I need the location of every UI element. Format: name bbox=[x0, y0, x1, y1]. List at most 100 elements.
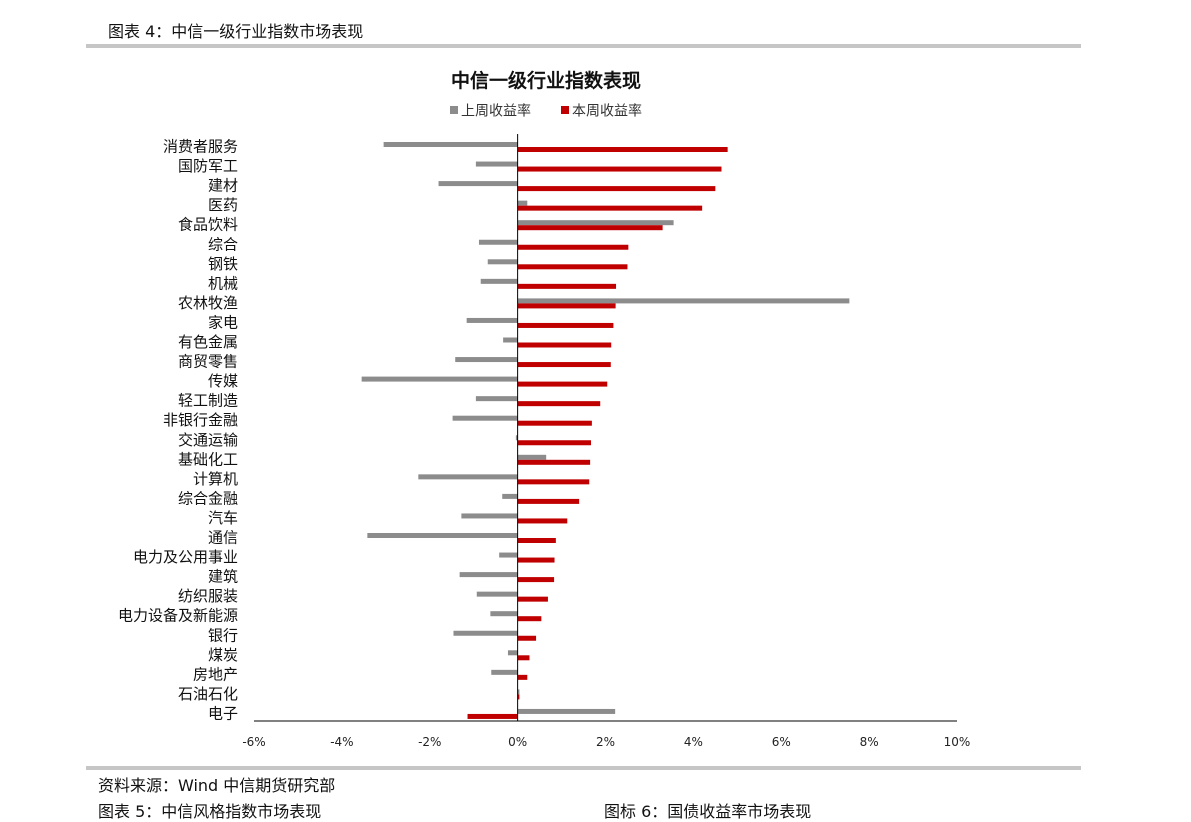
bar-this-week-23 bbox=[517, 596, 548, 602]
category-labels: 消费者服务国防军工建材医药食品饮料综合钢铁机械农林牧渔家电有色金属商贸零售传媒轻… bbox=[118, 138, 238, 723]
bar-prev-week-2 bbox=[438, 181, 518, 187]
bar-prev-week-18 bbox=[502, 493, 518, 499]
bar-prev-week-14 bbox=[452, 415, 518, 421]
category-label-9: 家电 bbox=[208, 313, 238, 331]
bar-this-week-19 bbox=[517, 518, 568, 524]
x-tick-label-8: 10% bbox=[944, 735, 971, 749]
bar-prev-week-26 bbox=[507, 650, 518, 656]
category-label-28: 石油石化 bbox=[178, 685, 238, 703]
category-label-19: 汽车 bbox=[208, 509, 238, 527]
bar-prev-week-13 bbox=[475, 396, 518, 402]
axes: -6% -4% -2% 0% 2% 4% 6% 8% 10% bbox=[242, 134, 970, 749]
bar-prev-week-20 bbox=[367, 533, 518, 538]
category-label-25: 银行 bbox=[208, 626, 238, 644]
bar-prev-week-28 bbox=[517, 689, 520, 695]
bar-this-week-15 bbox=[517, 440, 592, 446]
bar-this-week-18 bbox=[517, 498, 580, 504]
bar-this-week-9 bbox=[517, 322, 614, 328]
bar-prev-week-24 bbox=[490, 611, 518, 617]
bar-prev-week-10 bbox=[503, 337, 518, 343]
figure-caption: 图表 4：中信一级行业指数市场表现 bbox=[108, 22, 364, 41]
legend: 上周收益率 本周收益率 bbox=[450, 103, 642, 120]
bar-prev-week-23 bbox=[476, 591, 518, 597]
source-note: 资料来源：Wind 中信期货研究部 bbox=[98, 776, 336, 795]
bar-this-week-11 bbox=[517, 362, 611, 368]
category-label-23: 纺织服装 bbox=[178, 587, 238, 605]
next-figure-caption-right: 图标 6：国债收益率市场表现 bbox=[604, 802, 812, 821]
x-tick-label-0: -6% bbox=[242, 735, 265, 749]
x-tick-label-5: 4% bbox=[684, 735, 703, 749]
category-label-17: 计算机 bbox=[193, 470, 238, 488]
category-label-3: 医药 bbox=[208, 196, 238, 214]
bar-this-week-0 bbox=[517, 147, 728, 152]
bar-prev-week-11 bbox=[455, 357, 518, 363]
bar-this-week-4 bbox=[517, 225, 663, 231]
bar-prev-week-7 bbox=[480, 278, 518, 284]
bar-prev-week-6 bbox=[487, 259, 518, 265]
bar-prev-week-15 bbox=[515, 435, 518, 441]
bar-this-week-13 bbox=[517, 401, 601, 407]
x-tick-label-6: 6% bbox=[772, 735, 791, 749]
x-tick-label-3: 0% bbox=[508, 735, 527, 749]
bar-this-week-10 bbox=[517, 342, 612, 348]
bar-prev-week-5 bbox=[478, 239, 518, 245]
bar-prev-week-29 bbox=[517, 708, 616, 714]
bar-this-week-22 bbox=[517, 577, 555, 583]
bar-this-week-12 bbox=[517, 381, 608, 387]
bar-this-week-26 bbox=[517, 655, 530, 661]
x-tick-label-1: -4% bbox=[330, 735, 353, 749]
category-label-7: 机械 bbox=[208, 274, 238, 292]
bar-this-week-7 bbox=[517, 283, 617, 289]
bar-prev-week-0 bbox=[383, 142, 518, 147]
top-divider bbox=[86, 44, 1081, 48]
bar-prev-week-17 bbox=[418, 474, 518, 480]
bar-this-week-6 bbox=[517, 264, 628, 270]
category-label-13: 轻工制造 bbox=[178, 392, 238, 410]
bar-this-week-5 bbox=[517, 244, 629, 250]
bar-this-week-27 bbox=[517, 674, 528, 680]
bar-this-week-29 bbox=[467, 713, 518, 719]
bar-this-week-20 bbox=[517, 538, 556, 543]
x-tick-label-2: -2% bbox=[418, 735, 441, 749]
bar-prev-week-27 bbox=[491, 669, 518, 675]
x-tick-label-7: 8% bbox=[860, 735, 879, 749]
bar-prev-week-16 bbox=[517, 454, 547, 460]
category-label-24: 电力设备及新能源 bbox=[118, 607, 238, 625]
legend-swatch-1 bbox=[561, 106, 569, 114]
bottom-divider bbox=[86, 766, 1081, 770]
bar-this-week-8 bbox=[517, 303, 616, 309]
bar-prev-week-1 bbox=[475, 161, 518, 167]
category-label-14: 非银行金融 bbox=[163, 411, 238, 429]
category-label-18: 综合金融 bbox=[178, 489, 238, 507]
bar-prev-week-9 bbox=[466, 317, 518, 323]
category-label-12: 传媒 bbox=[208, 372, 238, 390]
bar-prev-week-4 bbox=[517, 220, 674, 226]
bar-prev-week-25 bbox=[453, 630, 518, 636]
legend-label-0: 上周收益率 bbox=[461, 103, 531, 120]
category-label-8: 农林牧渔 bbox=[178, 294, 238, 312]
category-label-0: 消费者服务 bbox=[163, 138, 238, 156]
bar-this-week-3 bbox=[517, 205, 703, 211]
category-label-16: 基础化工 bbox=[178, 450, 238, 468]
category-label-5: 综合 bbox=[208, 235, 238, 253]
category-label-21: 电力及公用事业 bbox=[133, 548, 238, 566]
category-label-11: 商贸零售 bbox=[178, 353, 238, 371]
category-label-2: 建材 bbox=[208, 177, 238, 195]
next-figure-caption-left: 图表 5：中信风格指数市场表现 bbox=[98, 802, 322, 821]
category-label-1: 国防军工 bbox=[178, 157, 238, 175]
category-label-26: 煤炭 bbox=[208, 646, 238, 664]
category-label-22: 建筑 bbox=[208, 568, 238, 586]
bar-this-week-25 bbox=[517, 635, 537, 641]
bar-prev-week-3 bbox=[517, 200, 528, 206]
category-label-15: 交通运输 bbox=[178, 431, 238, 449]
series-this-week bbox=[467, 147, 728, 719]
bar-this-week-2 bbox=[517, 186, 716, 192]
bar-prev-week-19 bbox=[461, 513, 518, 519]
bar-this-week-21 bbox=[517, 557, 555, 563]
chart-title: 中信一级行业指数表现 bbox=[451, 69, 641, 92]
x-tick-label-4: 2% bbox=[596, 735, 615, 749]
legend-label-1: 本周收益率 bbox=[572, 103, 642, 120]
category-label-6: 钢铁 bbox=[208, 255, 238, 273]
legend-swatch-0 bbox=[450, 106, 458, 114]
bar-prev-week-22 bbox=[459, 572, 518, 578]
